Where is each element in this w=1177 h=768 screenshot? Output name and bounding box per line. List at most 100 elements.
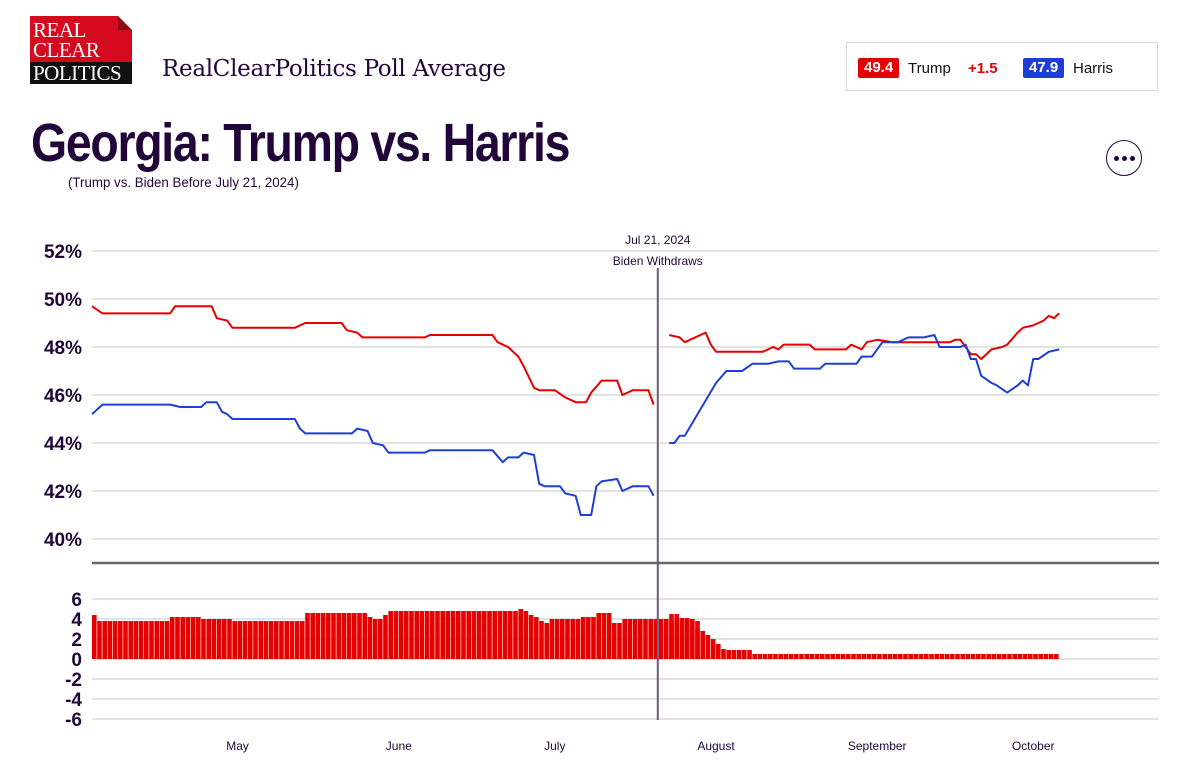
y-tick-label: 40%	[44, 530, 82, 551]
spread-bar	[476, 611, 482, 659]
logo-red-block	[30, 16, 132, 62]
spread-bar	[154, 621, 159, 659]
spread-bar	[1033, 654, 1038, 659]
spread-bar	[315, 613, 321, 659]
spread-bar	[534, 617, 539, 659]
trump-value-badge: 49.4	[858, 58, 900, 78]
spread-bar	[788, 654, 794, 659]
spread-bar	[846, 654, 851, 659]
spread-bar	[456, 611, 461, 659]
spread-bar	[700, 631, 705, 659]
spread-bar	[430, 611, 435, 659]
spread-bar	[908, 654, 913, 659]
spread-bar	[144, 621, 149, 659]
spread-bar	[232, 621, 237, 659]
spread-bar	[768, 654, 773, 659]
spread-bar	[918, 654, 924, 659]
spread-bar	[118, 621, 123, 659]
spread-bar	[669, 614, 674, 659]
spread-bar	[617, 623, 622, 659]
trump-label: Trump	[908, 60, 951, 77]
site-title: RealClearPolitics Poll Average	[162, 56, 506, 82]
spread-bar	[253, 621, 258, 659]
spread-bar	[825, 654, 830, 659]
spread-bar	[196, 617, 201, 659]
spread-bar	[970, 654, 976, 659]
spread-bar	[549, 619, 555, 659]
spread-bar	[528, 615, 534, 659]
spread-bar	[664, 619, 669, 659]
bar-y-tick-label: 2	[71, 630, 82, 651]
page-subtitle: (Trump vs. Biden Before July 21, 2024)	[68, 174, 299, 190]
bar-y-tick-label: 4	[71, 610, 82, 631]
spread-bar	[622, 619, 627, 659]
spread-bar	[924, 654, 929, 659]
spread-bar	[185, 617, 191, 659]
spread-bar	[211, 619, 217, 659]
spread-bar	[877, 654, 882, 659]
spread-bar	[97, 621, 102, 659]
series-line-trump	[91, 305, 655, 405]
spread-bar	[138, 621, 144, 659]
spread-bar	[331, 613, 336, 659]
spread-bar	[206, 619, 211, 659]
spread-bar	[123, 621, 128, 659]
spread-bar	[653, 619, 659, 659]
page-title: Georgia: Trump vs. Harris	[31, 113, 570, 173]
spread-bar	[898, 654, 903, 659]
spread-bar	[409, 611, 414, 659]
spread-bar	[643, 619, 648, 659]
series-line-harris	[91, 401, 655, 516]
spread-bar	[939, 654, 945, 659]
spread-bar	[757, 654, 763, 659]
x-tick-label: September	[848, 739, 907, 753]
spread-bar	[398, 611, 404, 659]
spread-bar	[128, 621, 133, 659]
rcp-logo[interactable]: REAL CLEAR POLITICS	[30, 16, 132, 84]
spread-bar	[560, 619, 565, 659]
x-tick-label: August	[697, 739, 735, 753]
spread-bar	[934, 654, 939, 659]
spread-bar	[747, 650, 752, 659]
spread-bar	[414, 611, 419, 659]
spread-bar	[502, 611, 508, 659]
spread-bar	[393, 611, 399, 659]
annotation-date: Jul 21, 2024	[625, 233, 691, 247]
spread-bar	[996, 654, 1002, 659]
spread-bar	[690, 624, 695, 659]
spread-bar	[424, 611, 430, 659]
spread-bar	[180, 617, 185, 659]
spread-bar	[820, 654, 825, 659]
y-tick-label: 50%	[44, 290, 82, 311]
spread-bar	[944, 654, 950, 659]
spread-bar	[794, 654, 799, 659]
spread-bar	[1048, 654, 1054, 659]
spread-bar	[336, 613, 341, 659]
spread-bar	[752, 654, 757, 659]
spread-bar	[107, 621, 113, 659]
spread-bar	[570, 619, 575, 659]
spread-bar	[372, 619, 378, 659]
spread-bar	[419, 611, 425, 659]
y-tick-label: 44%	[44, 434, 82, 455]
spread-bar	[305, 613, 310, 659]
spread-bar	[950, 654, 955, 659]
line-chart-grid: 40% 42% 44% 46% 48% 50% 52%	[44, 242, 1159, 551]
spread-bar	[487, 611, 492, 659]
logo-line-1: REAL	[33, 18, 86, 42]
spread-bar	[159, 621, 165, 659]
spread-bar	[804, 654, 809, 659]
more-options-button[interactable]	[1106, 140, 1142, 176]
y-tick-label: 48%	[44, 338, 82, 359]
spread-bar	[731, 650, 737, 659]
spread-bar	[596, 613, 601, 659]
more-horizontal-icon-dot	[1129, 155, 1135, 161]
spread-bar	[102, 621, 107, 659]
annotation-label: Biden Withdraws	[613, 254, 703, 268]
spread-bar	[1028, 654, 1033, 659]
spread-bar	[326, 613, 331, 659]
spread-bar	[716, 644, 721, 659]
harris-value-badge: 47.9	[1023, 58, 1065, 78]
spread-bar	[638, 619, 643, 659]
spread-bar	[258, 621, 263, 659]
